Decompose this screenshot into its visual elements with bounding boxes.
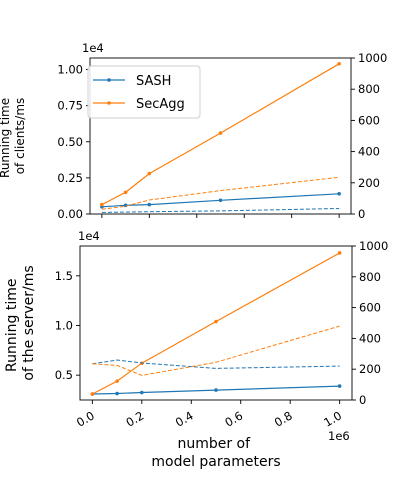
server-point-secagg	[214, 319, 218, 324]
clients-y-axis-label: Running time of clients/ms	[0, 94, 27, 178]
server-runtime-panel: 1e4 Running time of the server/ms 0.5 1.0…	[4, 229, 388, 470]
clients-point-sash	[147, 202, 152, 207]
server-point-secagg	[90, 392, 95, 396]
clients-right-y-tick-label: 800	[358, 82, 380, 96]
clients-point-sash	[218, 198, 223, 203]
clients-point-secagg	[337, 61, 341, 66]
server-right-y-tick-label: 800	[359, 270, 381, 284]
clients-line-series-2-dashed	[101, 208, 340, 213]
clients-point-secagg	[147, 171, 152, 176]
x-tick-label: 1.0	[321, 408, 344, 429]
server-series	[90, 251, 342, 396]
legend-marker-sash	[107, 78, 111, 82]
clients-right-y-tick-label: 200	[358, 176, 380, 190]
server-right-y-tick-label: 200	[359, 362, 381, 376]
server-point-sash	[214, 388, 218, 392]
clients-line-series-3-dashed	[101, 176, 340, 210]
legend-label-sash: SASH	[136, 74, 171, 89]
clients-y-offset-label: 1e4	[82, 41, 104, 55]
server-line-secagg	[92, 252, 340, 395]
server-y-axis-label: Running time of the server/ms	[4, 265, 37, 380]
clients-point-secagg	[100, 202, 104, 207]
server-plot-frame	[79, 245, 353, 401]
server-x-ticks: 0.0 0.2 0.4 0.6 0.8 1.0	[74, 400, 344, 430]
x-offset-label: 1e6	[328, 429, 350, 443]
clients-left-y-tick-label: 0.00	[57, 207, 83, 221]
clients-left-y-tick-label: 0.75	[57, 99, 83, 113]
x-axis-label: number of model parameters	[151, 436, 280, 470]
server-left-y-tick-label: 1.0	[55, 318, 73, 332]
clients-point-secagg	[123, 190, 128, 195]
x-tick-label: 0.8	[272, 408, 295, 429]
clients-left-y-tick-label: 0.50	[57, 135, 83, 149]
x-tick-label: 0.6	[222, 408, 245, 429]
clients-plot-frame	[89, 57, 352, 215]
clients-right-y-tick-label: 600	[358, 113, 380, 127]
x-tick-label: 0.4	[173, 408, 196, 429]
server-point-secagg	[337, 251, 342, 255]
clients-right-y-tick-label: 1000	[358, 51, 387, 65]
server-left-y-tick-label: 1.5	[55, 269, 73, 283]
server-y-offset-label: 1e4	[78, 229, 100, 243]
legend-marker-secagg	[107, 101, 111, 105]
clients-point-secagg	[218, 131, 223, 135]
clients-left-y-tick-label: 0.25	[57, 171, 83, 185]
server-point-sash	[115, 391, 119, 396]
clients-point-sash	[123, 203, 128, 208]
server-right-y-ticks: 0 200 400 600 800 1000	[352, 239, 388, 407]
server-left-y-tick-label: 0.5	[55, 368, 73, 382]
server-right-y-tick-label: 600	[359, 301, 381, 315]
server-right-y-tick-label: 1000	[359, 239, 388, 253]
legend-box	[87, 65, 201, 119]
clients-point-sash	[337, 191, 341, 196]
x-tick-label: 0.2	[123, 408, 146, 429]
clients-left-y-ticks: 0.00 0.25 0.50 0.75 1.00	[57, 63, 90, 221]
server-left-y-ticks: 0.5 1.0 1.5	[55, 269, 80, 382]
clients-series	[100, 61, 341, 213]
server-right-y-tick-label: 0	[359, 393, 366, 407]
legend-label-secagg: SecAgg	[136, 97, 185, 112]
server-line-series-3-dashed	[92, 325, 340, 376]
server-point-sash	[140, 390, 144, 395]
x-tick-label: 0.0	[74, 408, 97, 429]
server-right-y-tick-label: 400	[359, 331, 381, 345]
clients-right-y-ticks: 0 200 400 600 800 1000	[351, 51, 387, 221]
clients-left-y-tick-label: 1.00	[57, 63, 83, 77]
clients-right-y-tick-label: 400	[358, 145, 380, 159]
clients-runtime-panel: 1e4 Running time of clients/ms 0.000.250…	[0, 41, 387, 221]
server-line-series-2-dashed	[92, 359, 340, 369]
legend: SASH SecAgg	[87, 65, 201, 119]
clients-right-y-tick-label: 0	[358, 207, 365, 221]
server-point-sash	[337, 384, 342, 388]
server-point-secagg	[115, 379, 119, 383]
